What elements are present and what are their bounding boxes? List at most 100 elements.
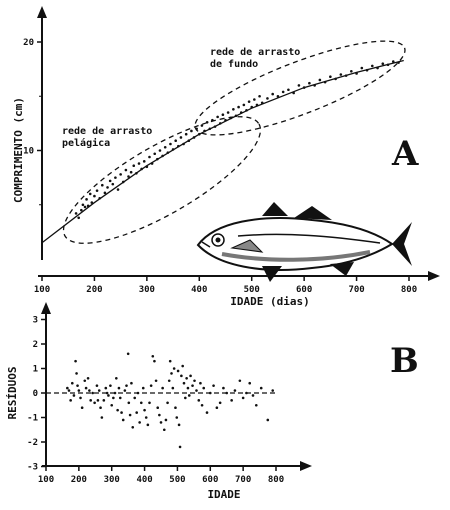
panel-a-x-tick-label: 500 — [244, 285, 260, 295]
panel-b-data-point — [75, 372, 78, 375]
panel-b-data-point — [151, 354, 155, 358]
panel-a-data-point — [142, 160, 146, 163]
panel-a-data-point — [237, 105, 240, 109]
panel-b-data-point — [91, 391, 94, 395]
panel-b-data-point — [148, 401, 151, 405]
panel-b-data-point — [107, 394, 110, 397]
panel-b-data-point — [69, 399, 72, 402]
annotation-bottom-line2: de fundo — [210, 59, 258, 70]
fish-illustration — [196, 202, 412, 282]
panel-b-data-point — [251, 394, 255, 397]
panel-b-data-point — [181, 364, 184, 368]
panel-a-data-point — [129, 170, 133, 174]
panel-a-data-point — [365, 68, 369, 72]
panel-b-data-point — [83, 379, 87, 383]
panel-b-data-point — [149, 384, 153, 387]
panel-a-data-point — [156, 157, 159, 161]
panel-b-data-point — [153, 359, 156, 363]
panel-b-data-point — [74, 359, 77, 363]
annotation-pelagic-line2: pelágica — [62, 137, 110, 149]
panel-b-y-tick-label: 1 — [33, 365, 38, 375]
panel-b-data-point — [138, 421, 141, 424]
panel-a-data-point — [281, 90, 285, 94]
panel-a-data-point — [334, 77, 337, 81]
panel-a-data-point — [287, 88, 290, 92]
panel-a-data-point — [397, 61, 400, 64]
panel-b-x-tick-label: 400 — [136, 475, 152, 485]
panel-b-data-point — [168, 359, 172, 363]
panel-b-data-point — [189, 374, 192, 378]
panel-b-data-point — [193, 379, 196, 383]
panel-a-chart: 100 200 300 400 500 600 700 800 10 20 rede de ar… — [12, 6, 440, 308]
panel-b-data-point — [121, 418, 125, 422]
panel-a-data-point — [258, 94, 261, 98]
panel-b-data-point — [171, 386, 175, 390]
panel-b-data-point — [80, 406, 84, 410]
panel-b-data-point — [167, 379, 171, 383]
panel-a-data-point — [103, 191, 107, 195]
panel-b-data-point — [191, 384, 194, 387]
panel-b-data-point — [162, 428, 166, 432]
panel-a-data-point — [114, 176, 117, 179]
panel-b-x-tick-label: 500 — [169, 475, 185, 485]
panel-a-data-point — [88, 192, 92, 196]
panel-a-data-point — [98, 196, 101, 200]
panel-a-data-point — [174, 139, 177, 143]
panel-a-x-tick-label: 600 — [296, 285, 312, 295]
panel-a-data-point — [169, 142, 172, 146]
panel-b-data-point — [113, 391, 117, 395]
panel-a-data-point — [197, 132, 201, 136]
panel-b-data-point — [197, 399, 201, 402]
panel-b-data-point — [125, 384, 128, 387]
panel-a-data-point — [318, 78, 322, 82]
panel-a-x-tick-label: 700 — [348, 285, 364, 295]
panel-b-data-point — [128, 413, 132, 417]
panel-b-data-point — [185, 377, 188, 380]
panel-a-data-point — [108, 179, 112, 183]
panel-b-data-point — [86, 377, 90, 380]
panel-a-data-point — [323, 80, 327, 84]
panel-a-x-label: IDADE (dias) — [230, 295, 309, 308]
panel-b-y-tick-label: -3 — [27, 463, 38, 473]
panel-a-y-tick-label: 20 — [23, 38, 34, 48]
panel-a-data-point — [247, 100, 251, 103]
panel-a-data-point — [187, 139, 191, 143]
panel-a-data-point — [360, 66, 364, 70]
panel-b-data-point — [88, 389, 91, 392]
panel-a-x-tick-label: 300 — [139, 285, 155, 295]
panel-b-data-point — [100, 416, 104, 419]
panel-a-data-point — [371, 64, 374, 68]
panel-a-data-point — [90, 201, 94, 204]
panel-b-data-point — [144, 416, 148, 419]
panel-b-data-point — [130, 381, 133, 385]
panel-a-data-point — [145, 165, 149, 169]
panel-b-data-point — [146, 423, 150, 427]
panel-a-data-point — [119, 173, 122, 176]
panel-a-data-point — [350, 69, 353, 73]
panel-b-data-point — [116, 408, 119, 412]
panel-a-data-point — [192, 136, 196, 139]
panel-a-data-point — [153, 152, 157, 156]
panel-a-data-point — [255, 103, 259, 107]
panel-a-data-point — [344, 74, 348, 77]
panel-b-data-point — [127, 401, 131, 405]
panel-b-data-point — [172, 367, 176, 370]
panel-a-data-point — [83, 205, 87, 209]
panel-a-data-point — [86, 204, 90, 208]
panel-b-data-point — [115, 377, 118, 380]
panel-a-y-label: COMPRIMENTO (cm) — [12, 97, 25, 203]
panel-b-y-arrowhead — [41, 302, 51, 314]
panel-a-data-point — [302, 86, 306, 89]
panel-b-data-point — [195, 389, 198, 392]
panel-a-data-point — [221, 113, 225, 116]
panel-a-data-point — [213, 125, 217, 128]
panel-a-data-point — [80, 208, 83, 212]
panel-b-data-point — [72, 394, 76, 397]
panel-b-data-point — [67, 389, 71, 392]
panel-a-data-point — [161, 154, 164, 158]
panel-a-data-point — [127, 175, 130, 178]
panel-b-data-point — [233, 389, 237, 392]
panel-a-data-point — [77, 216, 80, 220]
panel-a-data-point — [216, 115, 219, 119]
panel-b-y-tick-label: -2 — [27, 438, 38, 448]
